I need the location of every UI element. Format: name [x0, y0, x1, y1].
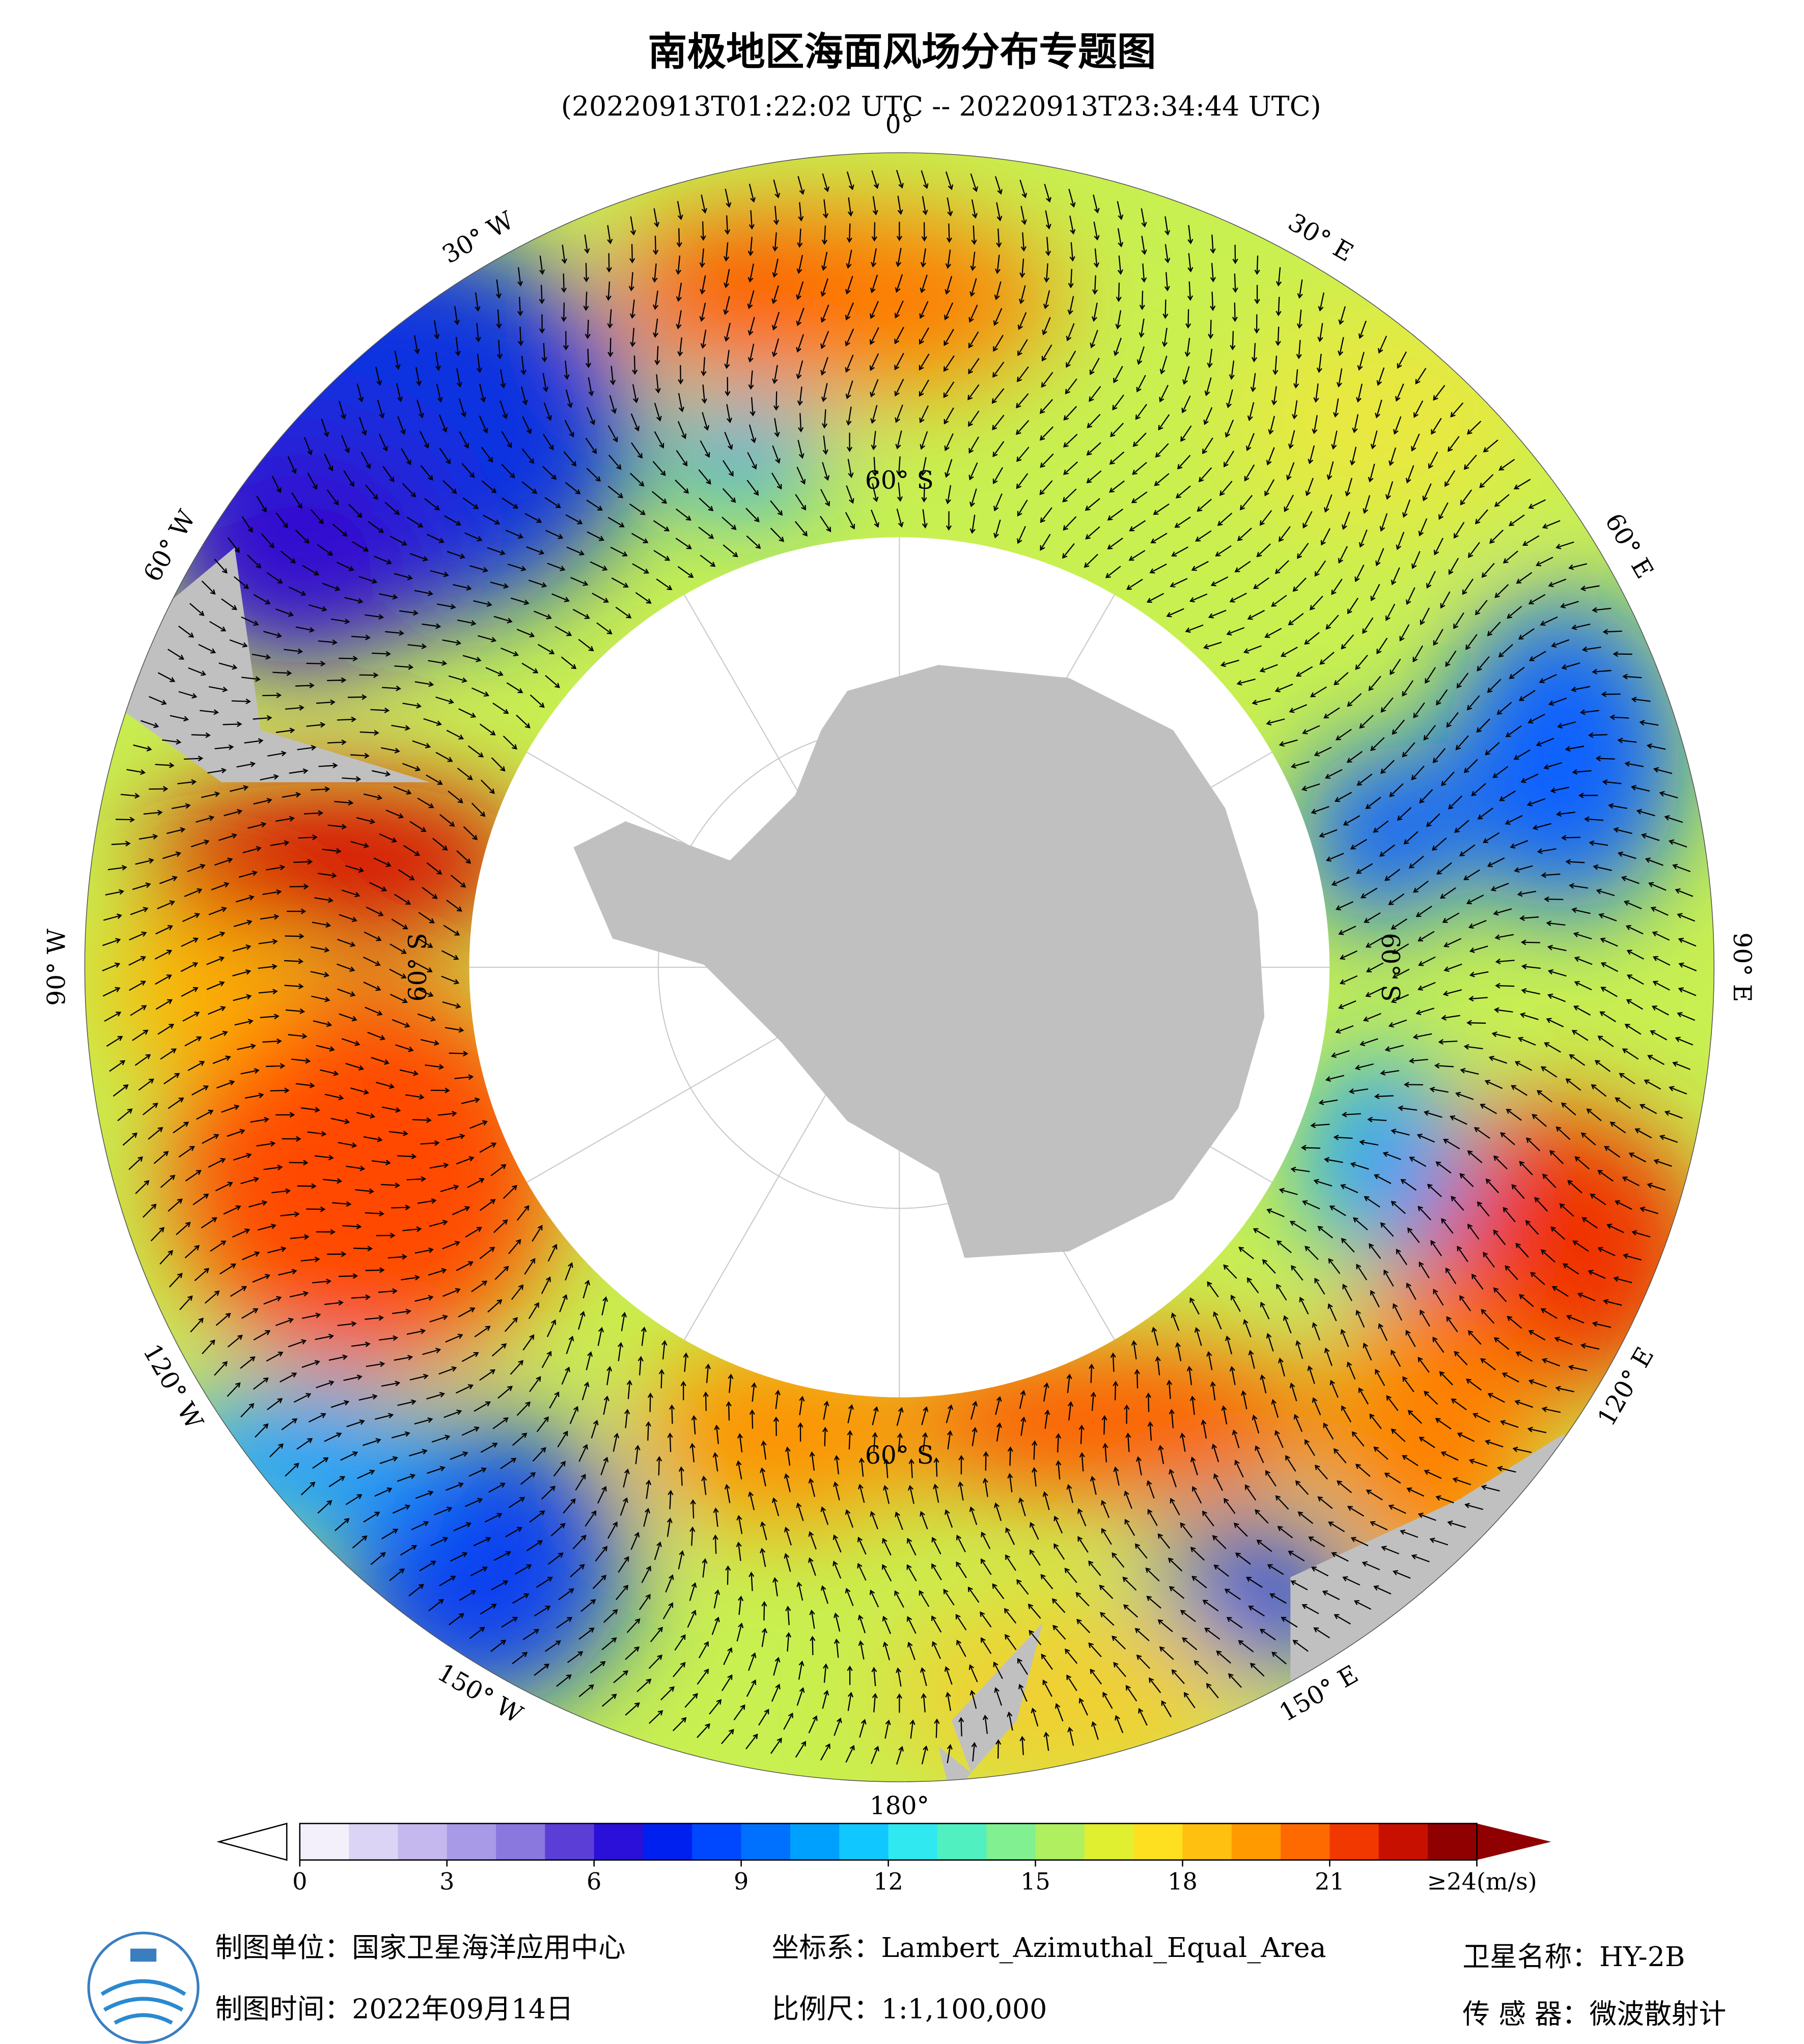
colorbar-swatch [937, 1823, 987, 1860]
colorbar-swatch [349, 1823, 399, 1860]
colorbar-swatch [692, 1823, 742, 1860]
colorbar-tick-label: 0 [292, 1868, 307, 1895]
colorbar-swatch [986, 1823, 1036, 1860]
colorbar-swatch [643, 1823, 693, 1860]
colorbar-swatch [398, 1823, 448, 1860]
colorbar-tick-label: ≥24(m/s) [1427, 1868, 1537, 1895]
logo [87, 1931, 200, 2044]
colorbar-tick-label: 3 [439, 1868, 454, 1895]
colorbar: 0 3 6 9 12 15 18 21 ≥24(m/s) [216, 1823, 1551, 1895]
sensor: 传 感 器：微波散射计 [1462, 1998, 1726, 2030]
colorbar-swatch [545, 1823, 595, 1860]
colorbar-swatch [790, 1823, 840, 1860]
colorbar-tick-label: 6 [587, 1868, 601, 1895]
colorbar-swatch [839, 1823, 889, 1860]
producer: 制图单位：国家卫星海洋应用中心 [215, 1931, 625, 1964]
antarctica [573, 665, 1265, 1258]
colorbar-swatch [496, 1823, 546, 1860]
longitude-label: 90° E [1728, 932, 1756, 1002]
longitude-label: 180° [870, 1792, 929, 1821]
colorbar-swatch [1182, 1823, 1233, 1860]
colorbar-tick-label: 21 [1315, 1868, 1345, 1895]
colorbar-swatch [1428, 1823, 1478, 1860]
colorbar-swatch [1035, 1823, 1086, 1860]
longitude-label: 0° [885, 110, 913, 139]
map-frame [84, 152, 1715, 1782]
latitude-label: 60° S [865, 1441, 934, 1470]
colorbar-swatch [1329, 1823, 1380, 1860]
latitude-label: 60° S [865, 466, 934, 495]
scale: 比例尺：1:1,100,000 [772, 1993, 1047, 2025]
colorbar-swatch [1084, 1823, 1134, 1860]
title: 南极地区海面风场分布专题图 [648, 29, 1156, 75]
latitude-label: 60° S [404, 933, 432, 1001]
colorbar-swatch [741, 1823, 791, 1860]
colorbar-swatch [299, 1823, 350, 1860]
colorbar-swatch [1281, 1823, 1330, 1860]
latitude-label: 60° S [1376, 933, 1404, 1001]
subtitle: (20220913T01:22:02 UTC -- 20220913T23:34… [561, 90, 1321, 122]
production-date: 制图时间：2022年09月14日 [215, 1993, 573, 2025]
colorbar-swatch [1378, 1823, 1429, 1860]
colorbar-over-arrow [1477, 1823, 1551, 1860]
colorbar-swatch [1231, 1823, 1282, 1860]
colorbar-swatch [1133, 1823, 1183, 1860]
colorbar-tick-label: 9 [734, 1868, 748, 1895]
colorbar-swatch [447, 1823, 497, 1860]
colorbar-under-arrow [216, 1823, 288, 1861]
projection: 坐标系：Lambert_Azimuthal_Equal_Area [772, 1931, 1326, 1964]
longitude-label: 90° W [43, 929, 71, 1006]
wind-vectors [102, 170, 1697, 1765]
satellite: 卫星名称：HY-2B [1462, 1941, 1685, 1973]
colorbar-tick-label: 15 [1020, 1868, 1050, 1895]
colorbar-tick-label: 18 [1168, 1868, 1198, 1895]
colorbar-tick-label: 12 [873, 1868, 903, 1895]
colorbar-swatch [594, 1823, 644, 1860]
colorbar-swatch [888, 1823, 938, 1860]
